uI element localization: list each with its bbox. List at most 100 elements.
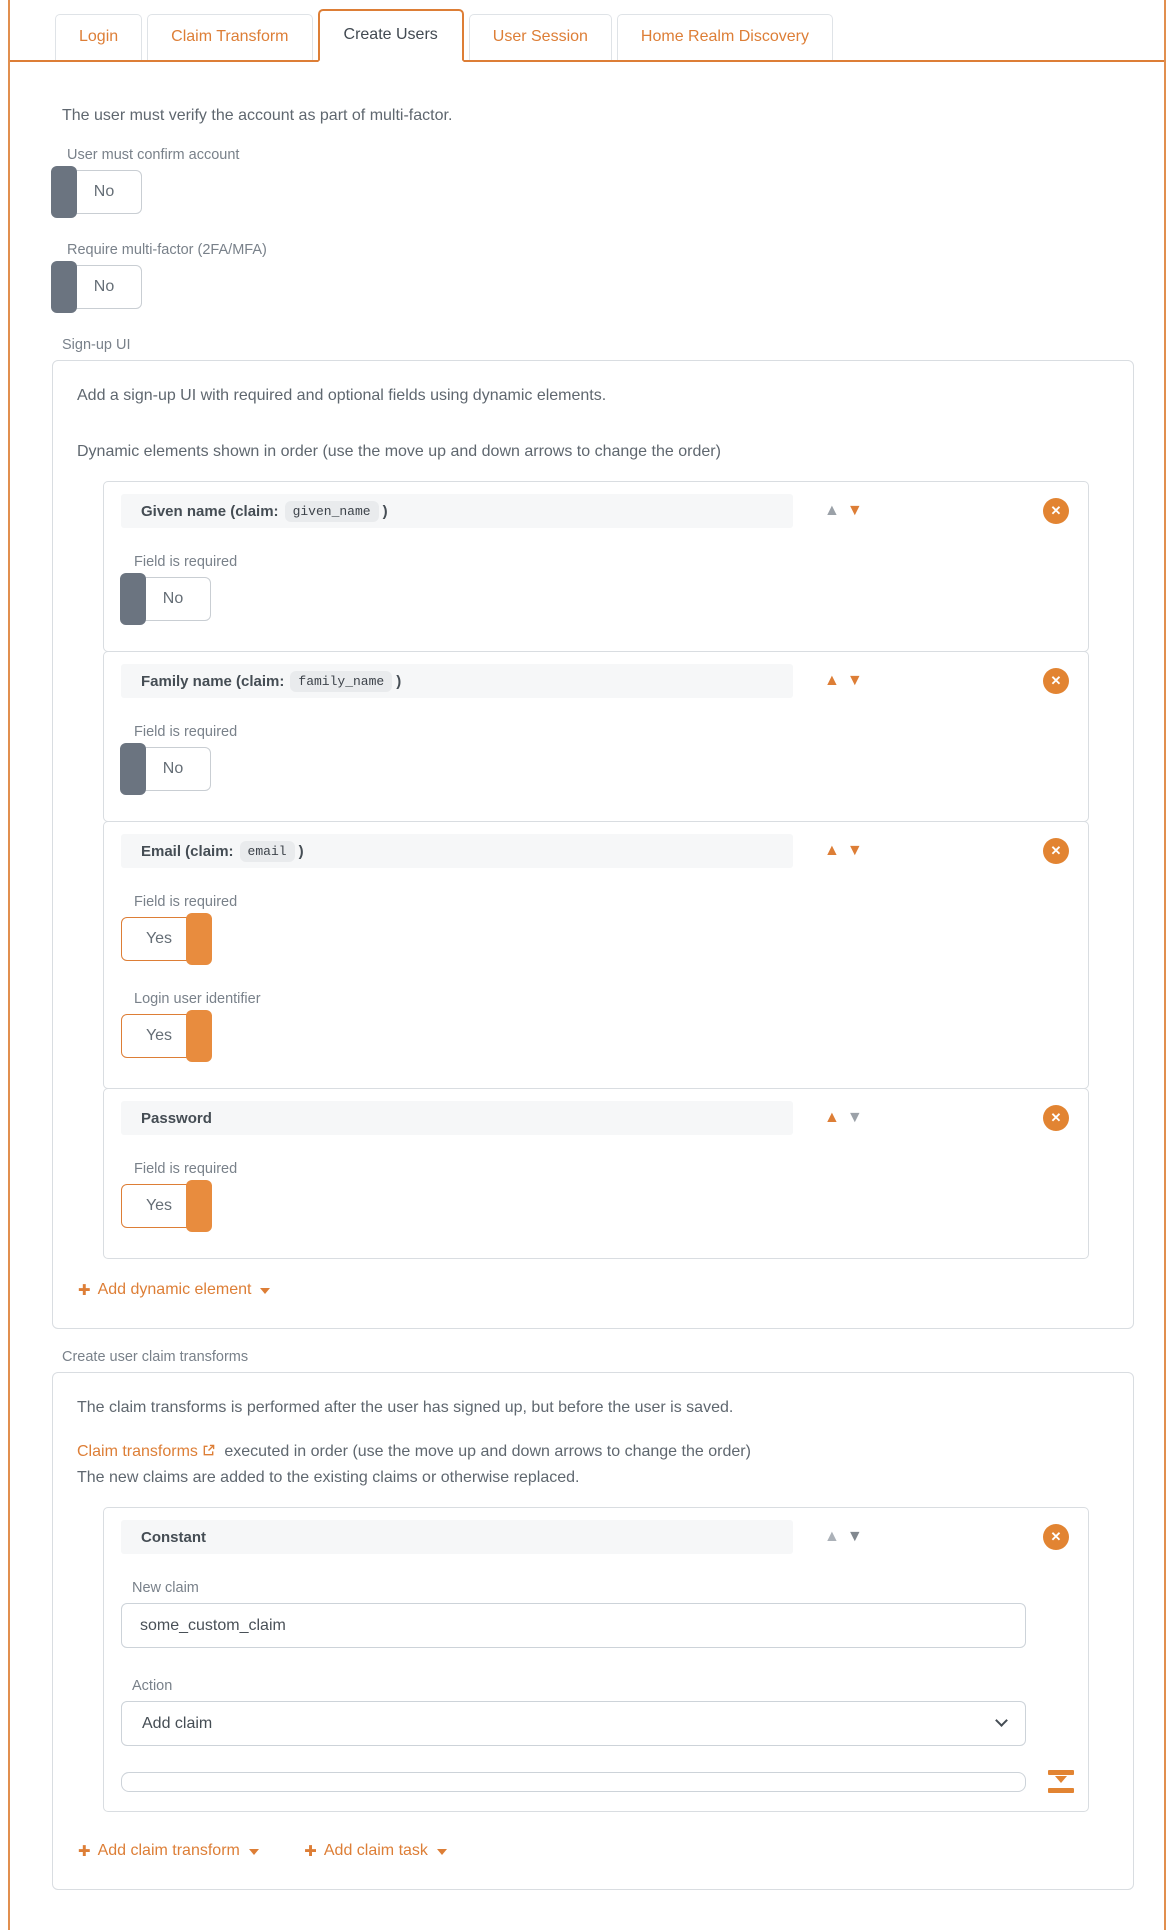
card-title-suffix: )	[382, 502, 388, 520]
action-select-value: Add claim	[142, 1714, 213, 1732]
field-required-label: Field is required	[134, 554, 238, 570]
add-claim-transform-button[interactable]: ✚ Add claim transform	[78, 1842, 259, 1860]
field-required-toggle[interactable]: No	[120, 743, 211, 795]
add-dynamic-element-label: Add dynamic element	[97, 1281, 252, 1298]
reorder-arrows: ▲ ▼	[824, 673, 863, 689]
move-down-icon[interactable]: ▼	[846, 842, 863, 859]
move-up-icon[interactable]: ▲	[824, 1528, 840, 1545]
card-title: Email (claim:	[141, 842, 234, 860]
plus-icon: ✚	[78, 1282, 91, 1299]
claim-chip: family_name	[290, 670, 393, 692]
reorder-arrows: ▲ ▼	[824, 1529, 863, 1545]
transforms-section: The claim transforms is performed after …	[52, 1372, 1134, 1890]
move-up-icon[interactable]: ▲	[824, 672, 840, 689]
remove-element-button[interactable]: ✕	[1043, 668, 1069, 694]
create-users-panel: The user must verify the account as part…	[10, 62, 1164, 1930]
close-icon: ✕	[1050, 673, 1062, 688]
new-claim-input[interactable]	[121, 1603, 1026, 1648]
signup-section-label: Sign-up UI	[62, 337, 131, 353]
card-body: Field is required No	[120, 528, 1088, 625]
login-identifier-label: Login user identifier	[134, 991, 261, 1007]
move-down-icon[interactable]: ▼	[846, 672, 863, 689]
card-body: Field is required Yes	[121, 1135, 1088, 1232]
move-down-icon[interactable]: ▼	[846, 1528, 863, 1545]
external-link-icon	[202, 1444, 215, 1462]
toggle-knob	[120, 573, 146, 625]
action-select-wrap: Add claim	[121, 1701, 1026, 1746]
reorder-arrows: ▲ ▼	[824, 1110, 863, 1126]
field-required-label: Field is required	[134, 894, 238, 910]
remove-transform-button[interactable]: ✕	[1043, 1524, 1069, 1550]
claims-preview-field[interactable]	[121, 1771, 1026, 1792]
plus-icon: ✚	[304, 1843, 317, 1860]
tab-login[interactable]: Login	[55, 14, 143, 60]
close-icon: ✕	[1050, 843, 1062, 858]
transforms-note: The new claims are added to the existing…	[77, 1469, 580, 1486]
add-claim-task-button[interactable]: ✚ Add claim task	[304, 1842, 447, 1860]
add-dynamic-element-button[interactable]: ✚ Add dynamic element	[78, 1281, 271, 1299]
card-header: Email (claim: email ) ▲ ▼ ✕	[121, 834, 1088, 868]
mfa-label: Require multi-factor (2FA/MFA)	[67, 242, 267, 258]
collapse-bar-top	[1048, 1770, 1074, 1775]
card-title-bar: Family name (claim: family_name )	[121, 664, 793, 698]
claim-transform-constant: Constant ▲ ▼ ✕ New claim Action	[103, 1507, 1089, 1812]
tab-user-session[interactable]: User Session	[468, 14, 612, 60]
plus-icon: ✚	[78, 1843, 91, 1860]
add-row: ✚ Add dynamic element	[77, 1281, 1109, 1300]
toggle-value: Yes	[145, 1027, 173, 1044]
card-header: Family name (claim: family_name ) ▲ ▼ ✕	[121, 664, 1088, 698]
add-claim-task-label: Add claim task	[323, 1842, 428, 1859]
card-header: Constant ▲ ▼ ✕	[121, 1520, 1088, 1554]
dynamic-element-given-name: Given name (claim: given_name ) ▲ ▼ ✕ Fi…	[103, 481, 1089, 652]
login-identifier-toggle[interactable]: Yes	[121, 1010, 212, 1062]
move-up-icon[interactable]: ▲	[824, 842, 840, 859]
card-body: Field is required No	[120, 698, 1088, 795]
card-title-suffix: )	[298, 842, 304, 860]
action-label: Action	[132, 1678, 173, 1694]
claim-chip: email	[239, 840, 295, 862]
confirm-account-toggle[interactable]: No	[51, 166, 142, 218]
field-required-toggle[interactable]: No	[120, 573, 211, 625]
claim-transforms-link[interactable]: Claim transforms	[77, 1443, 198, 1460]
add-claim-transform-label: Add claim transform	[97, 1842, 240, 1859]
new-claim-label: New claim	[132, 1580, 199, 1596]
transforms-order-hint: executed in order (use the move up and d…	[224, 1443, 751, 1460]
close-icon: ✕	[1050, 503, 1062, 518]
mfa-toggle[interactable]: No	[51, 261, 142, 313]
move-down-icon[interactable]: ▼	[846, 1109, 863, 1126]
remove-element-button[interactable]: ✕	[1043, 838, 1069, 864]
collapse-icon[interactable]	[1048, 1770, 1074, 1793]
add-row: ✚ Add claim transform ✚ Add claim task	[77, 1842, 1109, 1861]
tab-claim-transform[interactable]: Claim Transform	[147, 14, 313, 60]
close-icon: ✕	[1050, 1529, 1062, 1544]
toggle-value: No	[162, 760, 184, 777]
remove-element-button[interactable]: ✕	[1043, 1105, 1069, 1131]
tab-home-realm-discovery[interactable]: Home Realm Discovery	[616, 14, 833, 60]
remove-element-button[interactable]: ✕	[1043, 498, 1069, 524]
confirm-account-label: User must confirm account	[67, 147, 240, 163]
card-title: Constant	[141, 1528, 206, 1546]
toggle-knob	[186, 913, 212, 965]
move-down-icon[interactable]: ▼	[846, 502, 863, 519]
signup-order-hint: Dynamic elements shown in order (use the…	[77, 443, 721, 460]
field-required-toggle[interactable]: Yes	[121, 913, 212, 965]
field-required-toggle[interactable]: Yes	[121, 1180, 212, 1232]
transforms-section-label: Create user claim transforms	[62, 1349, 249, 1365]
card-title: Family name (claim:	[141, 672, 285, 690]
toggle-knob	[120, 743, 146, 795]
action-select[interactable]: Add claim	[121, 1701, 1026, 1746]
close-icon: ✕	[1050, 1110, 1062, 1125]
field-required-label: Field is required	[134, 724, 238, 740]
intro-text: The user must verify the account as part…	[62, 107, 453, 124]
transforms-description: The claim transforms is performed after …	[77, 1399, 734, 1416]
move-up-icon[interactable]: ▲	[824, 1109, 840, 1126]
dynamic-element-password: Password ▲ ▼ ✕ Field is required Yes	[103, 1088, 1089, 1259]
card-title: Given name (claim:	[141, 502, 279, 520]
tab-create-users[interactable]: Create Users	[317, 9, 464, 62]
toggle-knob	[51, 166, 77, 218]
move-up-icon[interactable]: ▲	[824, 502, 840, 519]
card-title-bar: Password	[121, 1101, 793, 1135]
toggle-knob	[51, 261, 77, 313]
toggle-value: No	[93, 183, 115, 200]
